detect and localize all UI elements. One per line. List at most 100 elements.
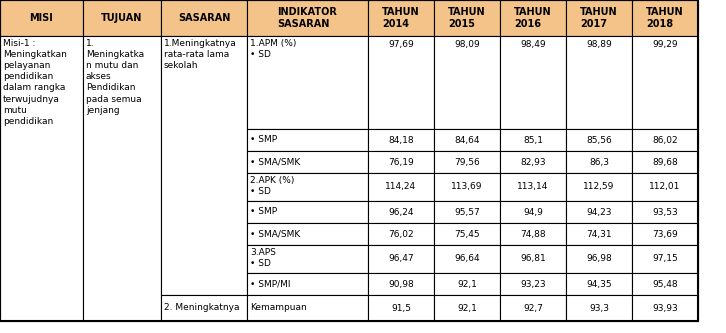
- Text: Misi-1 :
Meningkatkan
pelayanan
pendidikan
dalam rangka
terwujudnya
mutu
pendidi: Misi-1 : Meningkatkan pelayanan pendidik…: [3, 39, 67, 126]
- Bar: [83, 0, 161, 36]
- Bar: [566, 0, 632, 36]
- Bar: [566, 36, 632, 129]
- Bar: [434, 201, 500, 223]
- Bar: [632, 223, 698, 245]
- Text: 96,24: 96,24: [388, 207, 414, 216]
- Bar: [566, 129, 632, 151]
- Text: 95,48: 95,48: [652, 279, 678, 288]
- Bar: [566, 173, 632, 201]
- Bar: [368, 173, 434, 201]
- Text: TAHUN
2018: TAHUN 2018: [646, 7, 684, 29]
- Bar: [161, 295, 247, 321]
- Text: 3.APS
• SD: 3.APS • SD: [250, 248, 276, 268]
- Text: 96,98: 96,98: [586, 254, 612, 263]
- Bar: [368, 151, 434, 173]
- Text: • SMP/MI: • SMP/MI: [250, 279, 290, 288]
- Bar: [368, 223, 434, 245]
- Text: 85,56: 85,56: [586, 136, 612, 145]
- Text: 93,3: 93,3: [589, 303, 609, 312]
- Bar: [368, 245, 434, 273]
- Bar: [247, 173, 368, 201]
- Text: 75,45: 75,45: [454, 229, 480, 238]
- Text: • SMA/SMK: • SMA/SMK: [250, 158, 301, 166]
- Bar: [247, 273, 368, 295]
- Bar: [566, 201, 632, 223]
- Text: 86,02: 86,02: [652, 136, 678, 145]
- Text: 94,35: 94,35: [586, 279, 612, 288]
- Text: 82,93: 82,93: [521, 158, 546, 166]
- Text: 93,93: 93,93: [652, 303, 678, 312]
- Text: 92,7: 92,7: [523, 303, 543, 312]
- Text: Kemampuan: Kemampuan: [250, 303, 307, 312]
- Bar: [247, 36, 368, 129]
- Text: 90,98: 90,98: [388, 279, 414, 288]
- Bar: [632, 173, 698, 201]
- Text: 1.APM (%)
• SD: 1.APM (%) • SD: [250, 39, 296, 59]
- Text: • SMP: • SMP: [250, 136, 277, 145]
- Text: 92,1: 92,1: [457, 279, 477, 288]
- Text: 94,9: 94,9: [523, 207, 543, 216]
- Bar: [247, 201, 368, 223]
- Text: 98,49: 98,49: [521, 40, 546, 49]
- Bar: [500, 151, 566, 173]
- Bar: [368, 129, 434, 151]
- Text: 97,15: 97,15: [652, 254, 678, 263]
- Text: 84,18: 84,18: [388, 136, 414, 145]
- Bar: [566, 245, 632, 273]
- Text: TAHUN
2015: TAHUN 2015: [448, 7, 486, 29]
- Bar: [0, 0, 83, 36]
- Text: 74,88: 74,88: [521, 229, 546, 238]
- Text: TUJUAN: TUJUAN: [102, 13, 143, 23]
- Text: 96,47: 96,47: [388, 254, 414, 263]
- Bar: [500, 295, 566, 321]
- Bar: [434, 295, 500, 321]
- Bar: [83, 36, 161, 321]
- Text: 2.APK (%)
• SD: 2.APK (%) • SD: [250, 176, 294, 196]
- Text: TAHUN
2016: TAHUN 2016: [514, 7, 552, 29]
- Bar: [434, 129, 500, 151]
- Text: 85,1: 85,1: [523, 136, 543, 145]
- Bar: [434, 151, 500, 173]
- Text: 1.Meningkatnya
rata-rata lama
sekolah: 1.Meningkatnya rata-rata lama sekolah: [164, 39, 237, 70]
- Bar: [368, 273, 434, 295]
- Text: 74,31: 74,31: [586, 229, 612, 238]
- Text: 98,89: 98,89: [586, 40, 612, 49]
- Bar: [247, 295, 368, 321]
- Bar: [247, 129, 368, 151]
- Text: 76,02: 76,02: [388, 229, 414, 238]
- Text: MISI: MISI: [30, 13, 54, 23]
- Bar: [368, 0, 434, 36]
- Bar: [632, 201, 698, 223]
- Bar: [434, 36, 500, 129]
- Bar: [161, 0, 247, 36]
- Bar: [500, 223, 566, 245]
- Text: 91,5: 91,5: [391, 303, 411, 312]
- Bar: [632, 151, 698, 173]
- Text: 113,69: 113,69: [452, 182, 483, 191]
- Text: 95,57: 95,57: [454, 207, 480, 216]
- Bar: [500, 0, 566, 36]
- Text: 112,59: 112,59: [583, 182, 615, 191]
- Text: 93,53: 93,53: [652, 207, 678, 216]
- Bar: [247, 151, 368, 173]
- Bar: [632, 295, 698, 321]
- Text: 1.
Meningkatka
n mutu dan
akses
Pendidikan
pada semua
jenjang: 1. Meningkatka n mutu dan akses Pendidik…: [86, 39, 144, 115]
- Text: 96,81: 96,81: [520, 254, 546, 263]
- Bar: [632, 273, 698, 295]
- Bar: [500, 273, 566, 295]
- Bar: [434, 0, 500, 36]
- Text: • SMA/SMK: • SMA/SMK: [250, 229, 301, 238]
- Bar: [566, 223, 632, 245]
- Text: 97,69: 97,69: [388, 40, 414, 49]
- Text: 96,64: 96,64: [454, 254, 480, 263]
- Bar: [247, 223, 368, 245]
- Bar: [247, 245, 368, 273]
- Text: 93,23: 93,23: [521, 279, 546, 288]
- Text: • SMP: • SMP: [250, 207, 277, 216]
- Bar: [500, 173, 566, 201]
- Bar: [500, 201, 566, 223]
- Bar: [247, 0, 368, 36]
- Text: 98,09: 98,09: [454, 40, 480, 49]
- Text: 99,29: 99,29: [652, 40, 678, 49]
- Text: 84,64: 84,64: [454, 136, 480, 145]
